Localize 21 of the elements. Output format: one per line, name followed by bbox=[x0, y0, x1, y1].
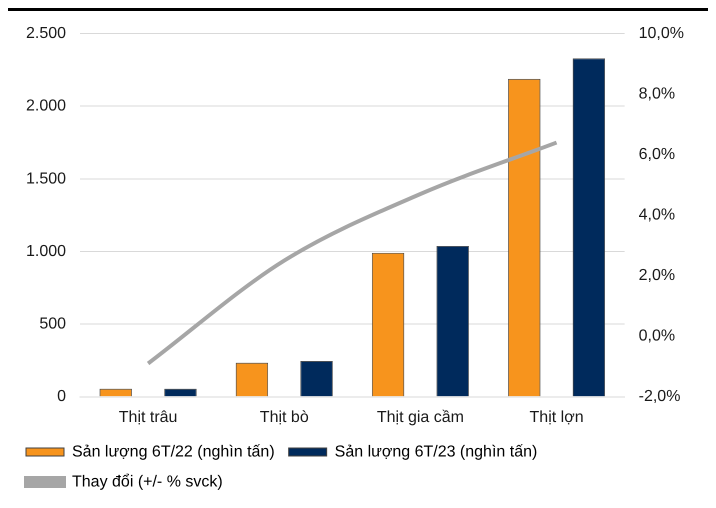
x-tick-label: Thịt lợn bbox=[530, 408, 584, 426]
y2-tick-label: 6,0% bbox=[638, 146, 676, 164]
y2-tick-label: 10,0% bbox=[638, 25, 684, 42]
y-tick-label: 1.000 bbox=[26, 242, 66, 260]
y2-tick-label: 4,0% bbox=[638, 206, 676, 224]
y2-tick-label: -2,0% bbox=[638, 388, 680, 406]
legend-label: Thay đổi (+/- % svck) bbox=[72, 473, 223, 490]
y2-tick-label: 8,0% bbox=[638, 86, 676, 103]
y-tick-label: 2.500 bbox=[26, 25, 66, 42]
x-tick-label: Thịt gia cầm bbox=[376, 408, 464, 426]
x-tick-label: Thịt trâu bbox=[118, 408, 178, 426]
y-tick-label: 500 bbox=[39, 316, 66, 333]
y-tick-label: 0 bbox=[57, 388, 66, 406]
y2-tick-label: 0,0% bbox=[638, 328, 676, 345]
y-tick-label: 1.500 bbox=[26, 170, 66, 188]
y-tick-label: 2.000 bbox=[26, 98, 66, 115]
x-tick-label: Thịt bò bbox=[260, 408, 309, 426]
y2-tick-label: 2,0% bbox=[638, 267, 676, 284]
line-series bbox=[146, 140, 559, 366]
legend-label: Sản lượng 6T/23 (nghìn tấn) bbox=[334, 443, 538, 460]
legend-label: Sản lượng 6T/22 (nghìn tấn) bbox=[72, 443, 275, 460]
